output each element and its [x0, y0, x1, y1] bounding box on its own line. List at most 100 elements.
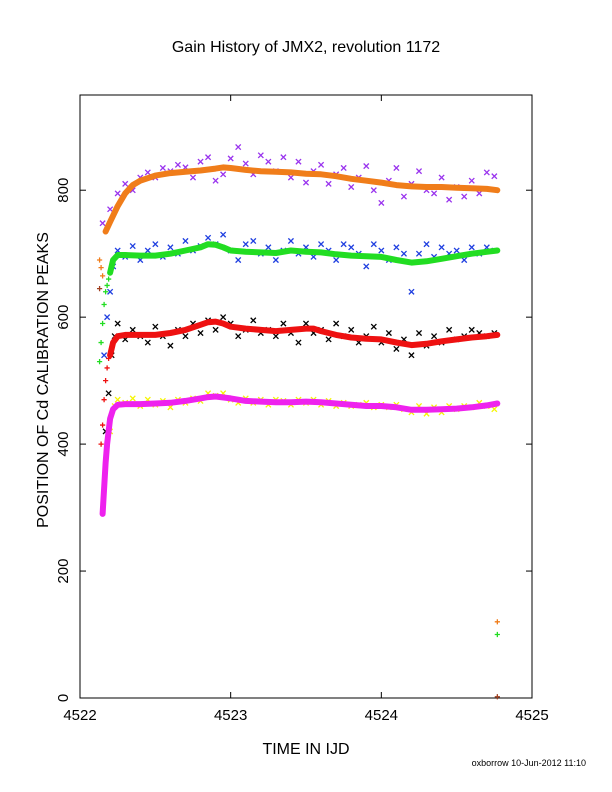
data-point	[340, 241, 347, 248]
data-point	[287, 174, 294, 181]
data-point	[98, 441, 104, 447]
data-point	[348, 183, 355, 191]
data-point	[235, 143, 242, 151]
data-point	[220, 171, 227, 178]
data-point	[104, 282, 110, 289]
data-point	[242, 241, 249, 248]
y-axis-label: POSITION OF Cd CALIBRATION PEAKS	[35, 232, 52, 528]
data-point	[378, 199, 385, 206]
data-point	[159, 164, 166, 172]
data-point	[468, 244, 475, 251]
data-point	[105, 390, 112, 397]
data-point	[167, 342, 174, 349]
data-point	[129, 326, 136, 333]
x-tick-label: 4522	[63, 707, 96, 724]
data-point	[100, 273, 106, 279]
data-point	[114, 396, 121, 403]
data-point	[212, 326, 219, 333]
data-point	[491, 173, 498, 180]
series-purple-0	[99, 143, 498, 227]
data-point	[220, 314, 227, 321]
data-point	[98, 339, 104, 346]
data-point	[189, 174, 197, 181]
data-point	[250, 237, 257, 245]
data-point	[106, 355, 112, 362]
data-point	[494, 631, 500, 638]
data-point	[265, 244, 272, 251]
data-point	[99, 220, 106, 227]
data-point	[96, 257, 103, 263]
data-point	[107, 206, 114, 213]
data-point	[370, 323, 377, 330]
x-tick-label: 4523	[214, 707, 247, 724]
data-point	[122, 180, 129, 187]
data-point	[494, 619, 500, 625]
data-point	[100, 320, 106, 327]
data-point	[257, 152, 264, 159]
data-point	[491, 406, 498, 413]
data-point	[272, 256, 279, 264]
data-point	[295, 158, 302, 165]
series-red-8	[98, 355, 112, 447]
data-point	[393, 244, 400, 251]
data-point	[96, 285, 103, 292]
data-point	[144, 247, 151, 254]
x-tick-label: 4524	[365, 707, 398, 724]
series-curve	[99, 393, 501, 517]
series-brown-9	[96, 285, 500, 700]
data-point	[348, 326, 355, 333]
data-point	[295, 339, 302, 346]
data-point	[235, 256, 242, 264]
data-point	[106, 276, 112, 282]
data-point	[302, 179, 310, 186]
data-point	[468, 177, 475, 184]
data-point	[101, 301, 107, 308]
data-point	[220, 231, 227, 238]
data-point	[114, 190, 121, 197]
data-point	[340, 164, 347, 172]
data-point	[101, 352, 108, 359]
data-point	[280, 320, 287, 327]
series-green-4	[107, 241, 501, 276]
y-axis: 0 200 400 600 800	[55, 178, 532, 702]
data-point	[415, 250, 423, 257]
series-magenta-11	[99, 393, 501, 517]
data-point	[129, 243, 136, 250]
data-point	[205, 234, 212, 241]
data-point	[378, 247, 385, 254]
data-point	[461, 256, 468, 264]
y-tick-label: 0	[55, 694, 72, 702]
data-point	[393, 345, 400, 352]
data-point	[348, 244, 355, 251]
data-point	[318, 241, 325, 248]
x-axis-label: TIME IN IJD	[262, 741, 349, 758]
data-point	[104, 365, 110, 371]
data-point	[415, 168, 423, 175]
data-point	[325, 336, 332, 343]
series-green-5	[96, 276, 500, 638]
data-point	[174, 161, 181, 168]
x-tick-label: 4525	[515, 707, 548, 724]
data-point	[182, 237, 189, 245]
data-point	[242, 160, 249, 167]
y-tick-label: 400	[55, 432, 72, 457]
plot-area	[79, 94, 533, 700]
data-point	[446, 326, 453, 333]
data-point	[461, 193, 468, 200]
data-point	[385, 329, 392, 337]
data-point	[144, 339, 151, 346]
data-point	[363, 263, 370, 270]
data-point	[438, 244, 445, 251]
data-point	[205, 154, 212, 161]
data-point	[152, 241, 159, 248]
data-point	[167, 244, 174, 251]
data-point	[96, 358, 103, 365]
data-point	[400, 250, 407, 257]
y-tick-label: 200	[55, 559, 72, 584]
data-point	[197, 329, 204, 337]
data-point	[101, 397, 107, 403]
series-orange-2	[96, 257, 500, 625]
data-point	[423, 241, 430, 248]
data-point	[446, 196, 453, 203]
